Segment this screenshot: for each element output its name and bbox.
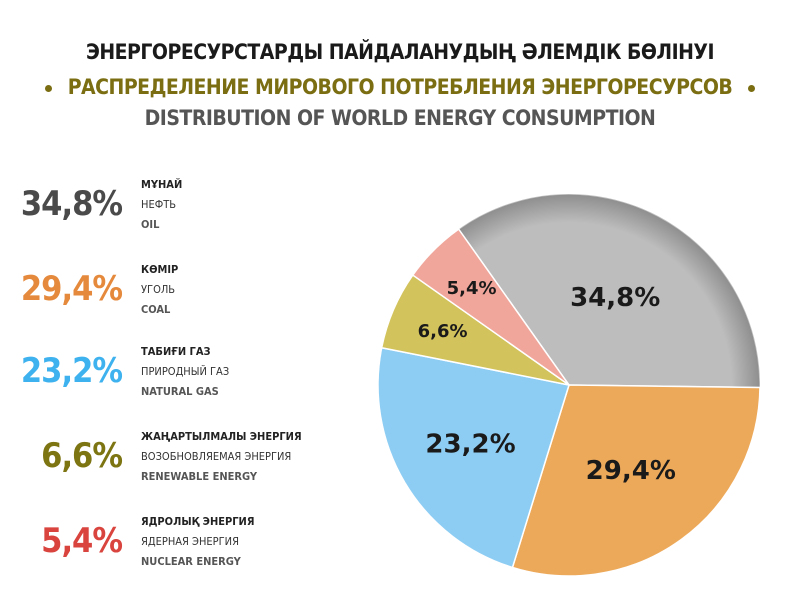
legend-label-kazakh: КӨМІР [141, 263, 179, 276]
title-kazakh: ЭНЕРГОРЕСУРСТАРДЫ ПАЙДАЛАНУДЫҢ ӘЛЕМДІК Б… [85, 40, 715, 64]
pie-data-label: 34,8% [570, 283, 660, 313]
pie-data-label: 5,4% [447, 278, 497, 299]
pie-data-label: 23,2% [425, 430, 515, 460]
legend-percent: 34,8% [20, 184, 123, 224]
pie-slice-nuclear-energy [411, 228, 570, 386]
pie-slice-coal [511, 384, 761, 577]
legend-label-kazakh: МҰНАЙ [141, 178, 183, 191]
bullet-right [748, 84, 756, 92]
legend-label-english: COAL [141, 303, 171, 316]
pie-slice-natural-gas [377, 346, 570, 569]
legend-label-russian: ВОЗОБНОВЛЯЕМАЯ ЭНЕРГИЯ [141, 450, 292, 463]
legend-item-nuclear-energy: 5,4% ЯДРОЛЫҚ ЭНЕРГИЯ ЯДЕРНАЯ ЭНЕРГИЯ NUC… [0, 515, 340, 575]
legend-label-kazakh: ТАБИҒИ ГАЗ [141, 345, 211, 358]
bullet-left [44, 84, 52, 92]
legend-item-oil: 34,8% МҰНАЙ НЕФТЬ OIL [0, 178, 340, 238]
legend-label-english: NATURAL GAS [141, 385, 219, 398]
legend-label-english: OIL [141, 218, 160, 231]
legend-label-russian: ЯДЕРНАЯ ЭНЕРГИЯ [141, 535, 239, 548]
title-russian-row: РАСПРЕДЕЛЕНИЕ МИРОВОГО ПОТРЕБЛЕНИЯ ЭНЕРГ… [0, 75, 800, 99]
legend-label-russian: УГОЛЬ [141, 283, 176, 296]
legend-label-english: RENEWABLE ENERGY [141, 470, 258, 483]
title-russian: РАСПРЕДЕЛЕНИЕ МИРОВОГО ПОТРЕБЛЕНИЯ ЭНЕРГ… [67, 75, 733, 99]
pie-data-label: 29,4% [586, 456, 676, 486]
legend-item-natural-gas: 23,2% ТАБИҒИ ГАЗ ПРИРОДНЫЙ ГАЗ NATURAL G… [0, 345, 340, 405]
legend-label-english: NUCLEAR ENERGY [141, 555, 241, 568]
legend-percent: 5,4% [41, 521, 123, 561]
legend-percent: 23,2% [20, 351, 123, 391]
legend-percent: 29,4% [20, 269, 123, 309]
pie-data-label: 6,6% [418, 321, 468, 342]
legend-label-kazakh: ЯДРОЛЫҚ ЭНЕРГИЯ [141, 515, 255, 528]
legend-label-kazakh: ЖАҢАРТЫЛМАЛЫ ЭНЕРГИЯ [141, 430, 302, 443]
legend-label-russian: НЕФТЬ [141, 198, 177, 211]
legend-item-coal: 29,4% КӨМІР УГОЛЬ COAL [0, 263, 340, 323]
legend-percent: 6,6% [41, 436, 123, 476]
legend-item-renewable-energy: 6,6% ЖАҢАРТЫЛМАЛЫ ЭНЕРГИЯ ВОЗОБНОВЛЯЕМАЯ… [0, 430, 340, 490]
legend-label-russian: ПРИРОДНЫЙ ГАЗ [141, 365, 230, 378]
title-english: DISTRIBUTION OF WORLD ENERGY CONSUMPTION [144, 106, 656, 130]
